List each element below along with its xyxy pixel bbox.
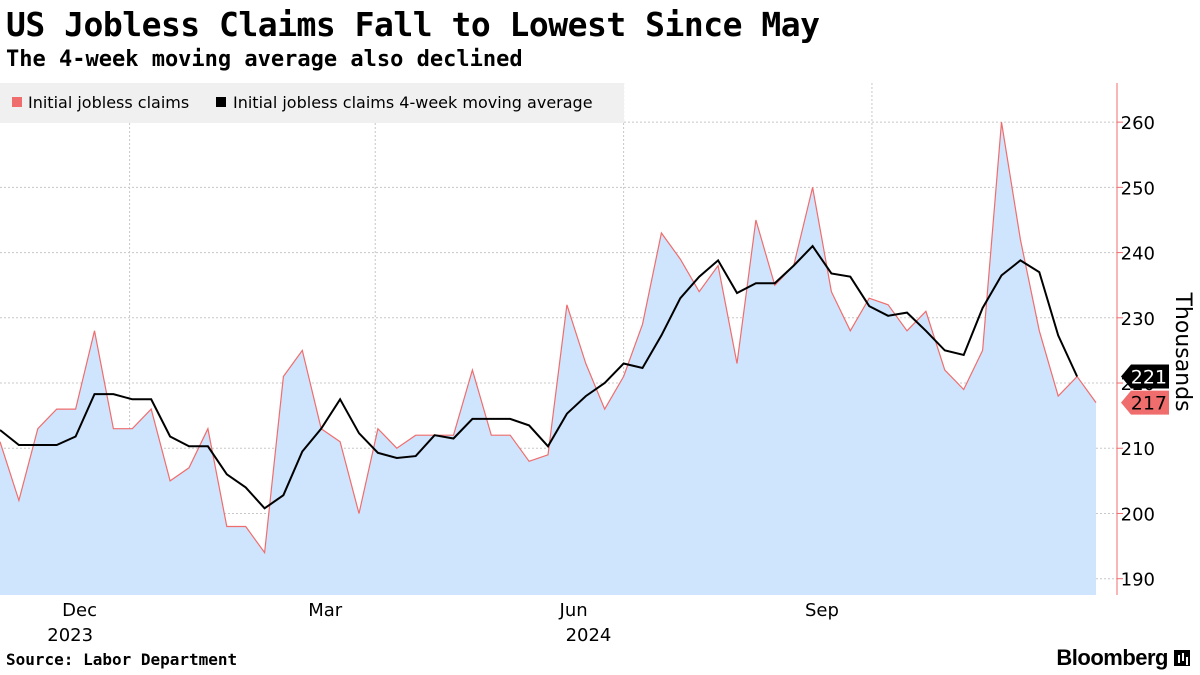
legend: Initial jobless claims Initial jobless c… <box>0 83 624 123</box>
chart-title: US Jobless Claims Fall to Lowest Since M… <box>6 5 820 44</box>
y-tick-label: 260 <box>1121 113 1155 134</box>
x-tick-label: Sep <box>805 600 839 621</box>
x-tick-label: Mar <box>308 600 343 621</box>
legend-background <box>0 83 624 123</box>
brand-logo: Bloomberg <box>1056 645 1190 671</box>
last-value-tag-claims-label: 217 <box>1131 393 1167 415</box>
area-layer <box>0 122 1097 595</box>
last-value-tag-claims-shape <box>1121 390 1169 415</box>
y-tick-label: 200 <box>1121 504 1155 525</box>
legend-label-claims: Initial jobless claims <box>28 93 189 112</box>
moving-average-series-line <box>0 244 1079 510</box>
x-tick-label: Jun <box>559 600 588 621</box>
y-tick-label: 250 <box>1121 178 1155 199</box>
legend-swatch-average <box>216 97 226 107</box>
chart-subtitle: The 4-week moving average also declined <box>6 47 523 72</box>
source-note: Source: Labor Department <box>6 650 238 669</box>
last-value-tag-average-shape <box>1121 364 1169 389</box>
claims-area-fill <box>0 122 1096 595</box>
y-tick-label: 210 <box>1121 439 1155 460</box>
y-tick-label: 230 <box>1121 309 1155 330</box>
line-layer <box>0 244 1079 510</box>
bloomberg-terminal-icon <box>1174 650 1190 666</box>
y-axis-label: Thousands <box>1170 291 1195 411</box>
claims-series-line <box>0 122 1097 555</box>
y-tick-label: 190 <box>1121 570 1155 591</box>
last-value-tag-average-label: 221 <box>1131 367 1167 389</box>
x-tick-label: Dec <box>62 600 97 621</box>
x-year-label: 2023 <box>47 625 93 646</box>
axis-layer: 190200210220230240250260DecMarJunSep2023… <box>47 83 1155 646</box>
brand-name: Bloomberg <box>1056 645 1168 670</box>
legend-swatch-claims <box>12 97 22 107</box>
legend-label-average: Initial jobless claims 4-week moving ave… <box>233 93 593 112</box>
x-year-label: 2024 <box>566 625 612 646</box>
y-tick-label: 240 <box>1121 244 1155 265</box>
